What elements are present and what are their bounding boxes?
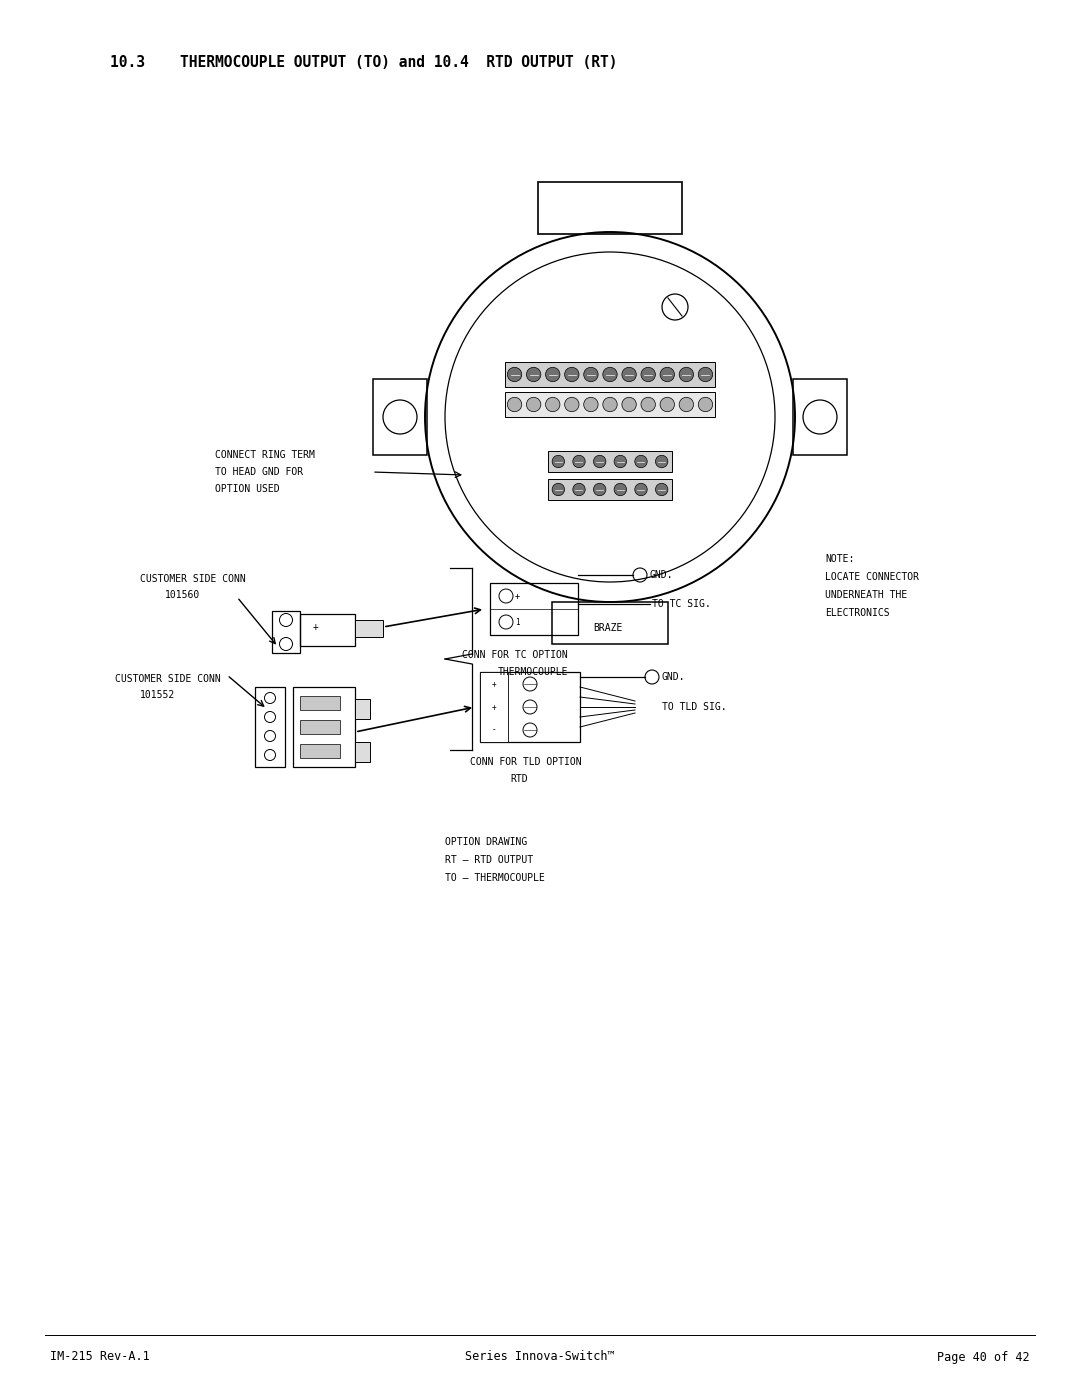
Circle shape (572, 483, 585, 496)
Circle shape (660, 367, 675, 381)
Circle shape (679, 367, 693, 381)
Text: 101552: 101552 (140, 690, 175, 700)
Circle shape (622, 397, 636, 412)
Circle shape (526, 397, 541, 412)
Circle shape (615, 455, 626, 468)
Bar (505, 393, 715, 416)
Bar (538, 182, 681, 235)
Circle shape (642, 367, 656, 381)
Circle shape (594, 483, 606, 496)
Circle shape (526, 367, 541, 381)
Text: CUSTOMER SIDE CONN: CUSTOMER SIDE CONN (140, 574, 246, 584)
Circle shape (545, 367, 559, 381)
Circle shape (699, 367, 713, 381)
Circle shape (656, 455, 667, 468)
Circle shape (565, 367, 579, 381)
Circle shape (565, 397, 579, 412)
Text: +: + (491, 679, 497, 689)
Text: OPTION DRAWING: OPTION DRAWING (445, 837, 527, 847)
Circle shape (642, 397, 656, 412)
Text: +: + (514, 591, 519, 601)
Text: TO HEAD GND FOR: TO HEAD GND FOR (215, 467, 303, 476)
Text: BRAZE: BRAZE (593, 623, 622, 633)
Text: ELECTRONICS: ELECTRONICS (825, 608, 890, 617)
Text: RT – RTD OUTPUT: RT – RTD OUTPUT (445, 855, 534, 865)
Circle shape (656, 483, 667, 496)
Circle shape (615, 483, 626, 496)
Text: 1: 1 (515, 617, 519, 626)
Text: RTD: RTD (510, 774, 528, 784)
Bar (300, 696, 340, 710)
Text: +: + (313, 622, 319, 631)
Bar (490, 583, 578, 636)
Text: THERMOCOUPLE: THERMOCOUPLE (498, 666, 568, 678)
Text: 10.3    THERMOCOUPLE OUTPUT (TO) and 10.4  RTD OUTPUT (RT): 10.3 THERMOCOUPLE OUTPUT (TO) and 10.4 R… (110, 54, 618, 70)
Bar (505, 362, 715, 387)
Text: Page 40 of 42: Page 40 of 42 (937, 1351, 1030, 1363)
Circle shape (603, 367, 617, 381)
Text: OPTION USED: OPTION USED (215, 483, 280, 495)
Text: GND.: GND. (662, 672, 686, 682)
Text: CONN FOR TLD OPTION: CONN FOR TLD OPTION (470, 757, 582, 767)
Circle shape (545, 397, 559, 412)
Circle shape (552, 483, 565, 496)
Bar (355, 742, 370, 761)
Circle shape (583, 367, 598, 381)
Text: +: + (491, 703, 497, 711)
Text: GND.: GND. (650, 570, 674, 580)
Circle shape (699, 397, 713, 412)
Circle shape (572, 455, 585, 468)
Text: LOCATE CONNECTOR: LOCATE CONNECTOR (825, 571, 919, 583)
Bar (293, 687, 355, 767)
Bar (548, 451, 672, 472)
Bar (548, 479, 672, 500)
Text: Series Innova-Switch™: Series Innova-Switch™ (465, 1351, 615, 1363)
Text: CONN FOR TC OPTION: CONN FOR TC OPTION (462, 650, 568, 659)
Text: UNDERNEATH THE: UNDERNEATH THE (825, 590, 907, 599)
Bar (300, 615, 355, 645)
Bar (355, 620, 383, 637)
Text: TO TC SIG.: TO TC SIG. (652, 599, 711, 609)
Bar (355, 698, 370, 719)
Text: NOTE:: NOTE: (825, 555, 854, 564)
Circle shape (635, 455, 647, 468)
Circle shape (622, 367, 636, 381)
Text: TO – THERMOCOUPLE: TO – THERMOCOUPLE (445, 873, 545, 883)
Bar (552, 602, 669, 644)
Bar (373, 379, 427, 455)
Text: CUSTOMER SIDE CONN: CUSTOMER SIDE CONN (114, 673, 220, 685)
Text: TO TLD SIG.: TO TLD SIG. (662, 703, 727, 712)
Circle shape (508, 397, 522, 412)
Bar (480, 672, 580, 742)
Bar (255, 687, 285, 767)
Circle shape (660, 397, 675, 412)
Text: CONNECT RING TERM: CONNECT RING TERM (215, 450, 315, 460)
Circle shape (583, 397, 598, 412)
Bar (793, 379, 847, 455)
Bar (272, 610, 300, 652)
Circle shape (679, 397, 693, 412)
Text: -: - (491, 725, 497, 735)
Circle shape (594, 455, 606, 468)
Text: IM-215 Rev-A.1: IM-215 Rev-A.1 (50, 1351, 150, 1363)
Bar (480, 672, 508, 742)
Circle shape (508, 367, 522, 381)
Bar (300, 745, 340, 759)
Circle shape (552, 455, 565, 468)
Bar (300, 719, 340, 733)
Text: 101560: 101560 (165, 590, 200, 599)
Circle shape (635, 483, 647, 496)
Circle shape (603, 397, 617, 412)
